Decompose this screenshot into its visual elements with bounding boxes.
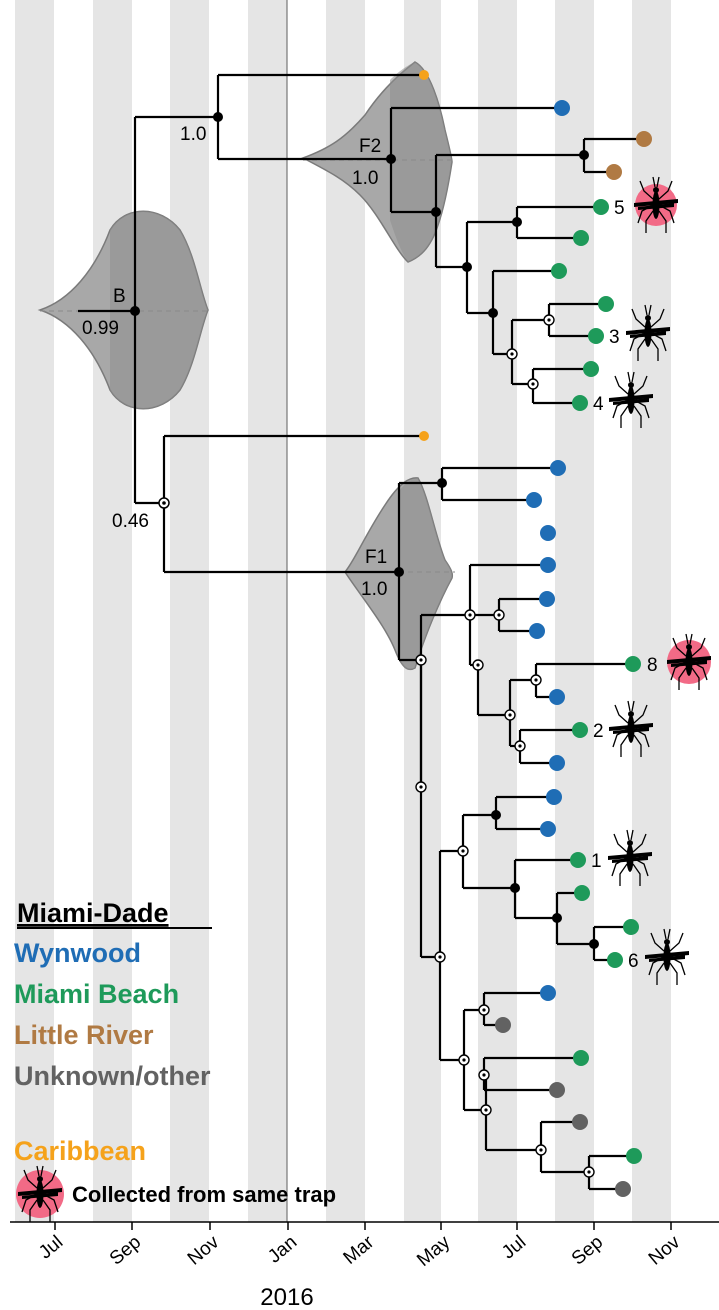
tip-number-3: 3 [609, 327, 620, 348]
node-f2 [386, 154, 396, 164]
tip-miami-beach [574, 885, 590, 901]
tips [419, 70, 652, 1197]
tip-miami-beach [572, 395, 588, 411]
tip-miami-beach [572, 722, 588, 738]
tip-number-2: 2 [593, 721, 604, 742]
tip-wynwood [540, 821, 556, 837]
tip-miami-beach [573, 230, 589, 246]
tip-unknown [549, 1082, 565, 1098]
tick-label-jul-2015: Jul [35, 1232, 67, 1264]
tick-label-nov-2015: Nov [184, 1231, 224, 1269]
tip-caribbean [419, 431, 429, 441]
tip-number-4: 4 [593, 394, 604, 415]
tip-wynwood [550, 460, 566, 476]
tip-number-6: 6 [628, 951, 639, 972]
node-top [213, 112, 223, 122]
legend-little-river: Little River [14, 1020, 154, 1050]
tick-label-mar-2016: Mar [340, 1231, 379, 1269]
tip-wynwood [529, 623, 545, 639]
tip-little-river [606, 164, 622, 180]
x-axis: Jul Sep Nov Jan Mar May Jul Sep Nov 2016 [10, 1221, 719, 1310]
tip-miami-beach [551, 263, 567, 279]
tip-number-5: 5 [614, 198, 625, 219]
tick-label-jul-2016: Jul [498, 1232, 530, 1264]
tip-wynwood [540, 557, 556, 573]
tip-unknown [615, 1181, 631, 1197]
tip-numbers: 5 3 4 8 2 1 6 [591, 198, 658, 972]
mosquito-icons [607, 176, 712, 986]
tip-unknown [495, 1017, 511, 1033]
tip-wynwood [546, 789, 562, 805]
tip-miami-beach [625, 656, 641, 672]
node-labels: B 0.99 1.0 F2 1.0 0.46 F1 1.0 [82, 124, 387, 600]
node-f1-name: F1 [365, 547, 387, 568]
node-lower-support: 0.46 [112, 511, 149, 532]
tip-miami-beach [570, 852, 586, 868]
tip-number-8: 8 [647, 655, 658, 676]
tip-wynwood [549, 689, 565, 705]
tick-label-jan-2016: Jan [264, 1232, 301, 1268]
uncertain-nodes [415, 314, 595, 1178]
internal-nodes [130, 112, 599, 949]
tip-miami-beach [626, 1148, 642, 1164]
tick-label-sep-2015: Sep [106, 1232, 145, 1270]
legend-trap: Collected from same trap [72, 1182, 336, 1207]
tip-wynwood [554, 100, 570, 116]
mosquito-icon-trap [633, 176, 679, 234]
node-b-support: 0.99 [82, 318, 119, 339]
legend-unknown: Unknown/other [14, 1061, 211, 1091]
legend-miami-beach: Miami Beach [14, 979, 179, 1009]
tip-miami-beach [583, 361, 599, 377]
tip-wynwood [540, 985, 556, 1001]
tip-miami-beach [623, 919, 639, 935]
tip-miami-beach [573, 1050, 589, 1066]
tip-caribbean [419, 70, 429, 80]
tip-wynwood [540, 525, 556, 541]
tick-label-nov-2016: Nov [645, 1231, 685, 1269]
year-label: 2016 [260, 1284, 313, 1310]
tip-number-1: 1 [591, 851, 602, 872]
mosquito-icon-legend [16, 1165, 64, 1223]
tip-wynwood [539, 591, 555, 607]
node-b-name: B [113, 286, 126, 307]
tip-miami-beach [598, 296, 614, 312]
node-top-support: 1.0 [180, 124, 206, 145]
tick-label-sep-2016: Sep [568, 1232, 607, 1270]
legend-title: Miami-Dade [17, 898, 169, 928]
tip-miami-beach [588, 328, 604, 344]
tip-wynwood [549, 755, 565, 771]
tip-unknown [572, 1114, 588, 1130]
legend-caribbean: Caribbean [14, 1136, 146, 1166]
tip-wynwood [526, 492, 542, 508]
mosquito-icon-trap [666, 633, 712, 691]
node-f2-support: 1.0 [352, 168, 378, 189]
node-f1-support: 1.0 [361, 579, 387, 600]
tip-little-river [636, 131, 652, 147]
tip-miami-beach [607, 952, 623, 968]
tick-label-may-2016: May [413, 1231, 454, 1270]
tip-miami-beach [593, 199, 609, 215]
node-f2-name: F2 [359, 136, 381, 157]
node-b [130, 306, 140, 316]
legend-wynwood: Wynwood [14, 938, 141, 968]
node-f1 [394, 567, 404, 577]
legend: Miami-Dade Wynwood Miami Beach Little Ri… [14, 898, 336, 1223]
